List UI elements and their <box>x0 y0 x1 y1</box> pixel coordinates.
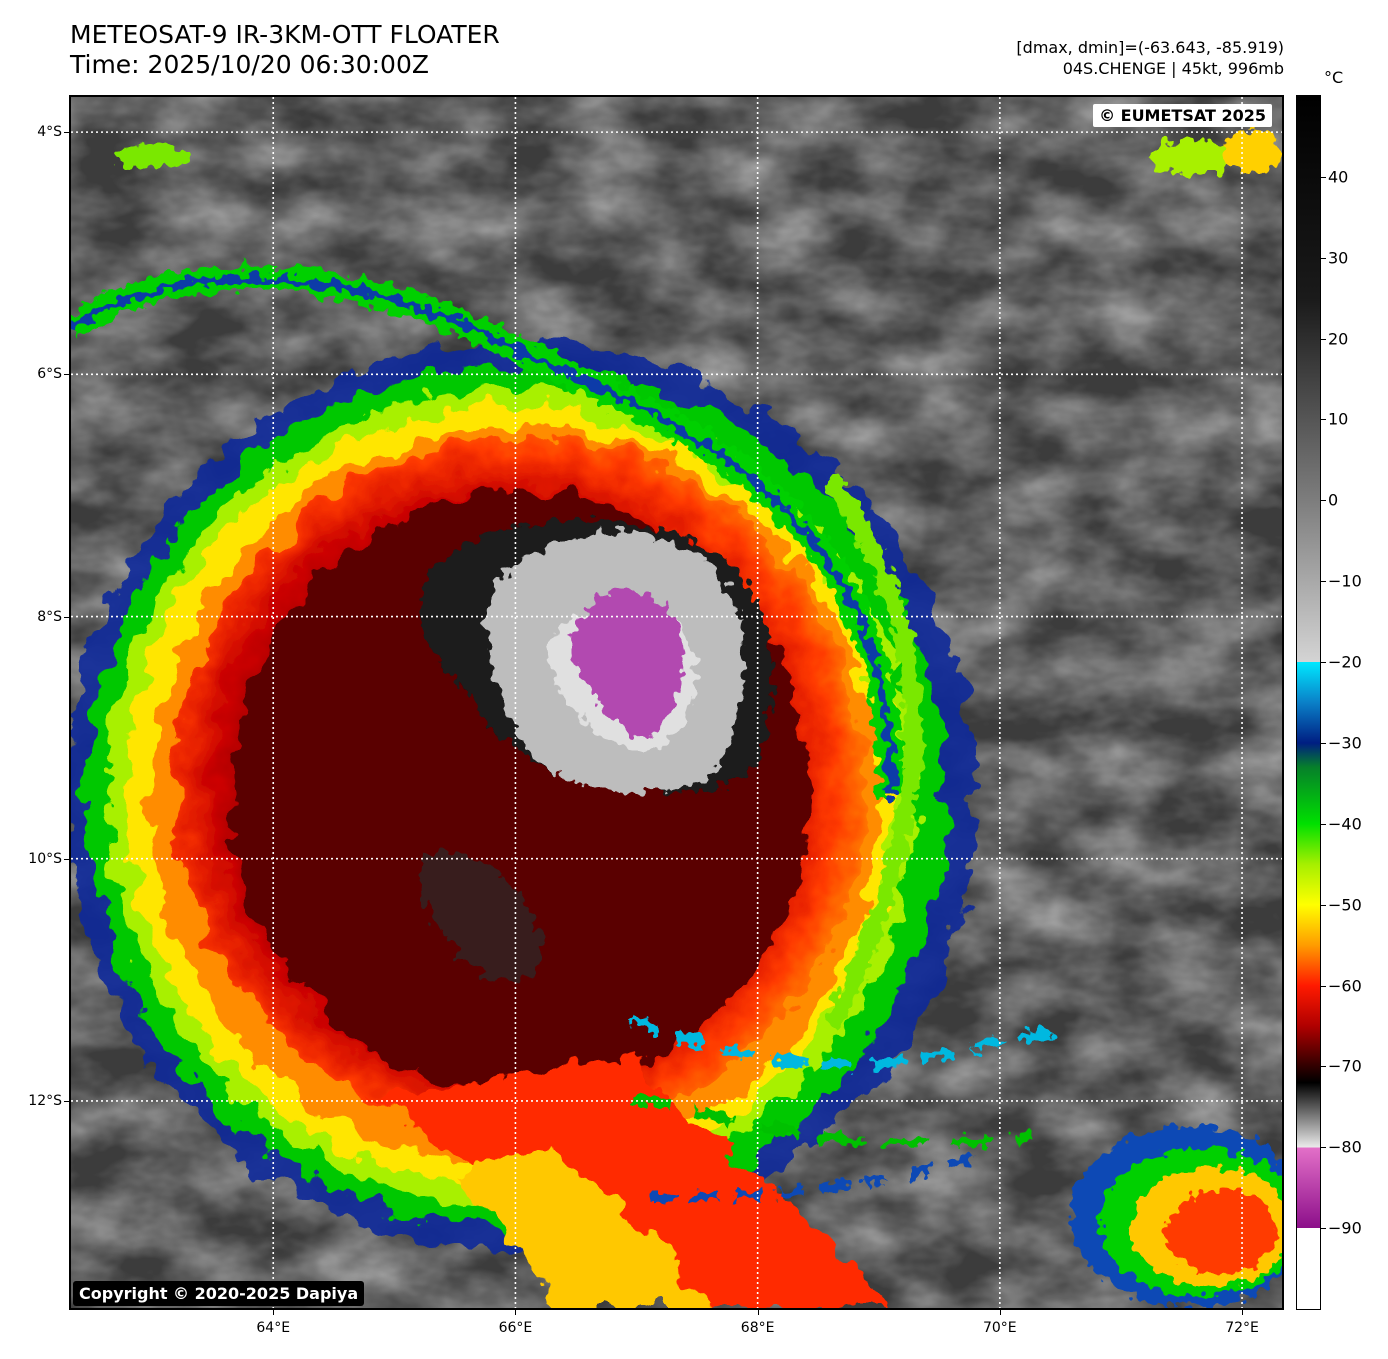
colorbar-tick-label: 10 <box>1328 409 1349 429</box>
colorbar-tick-label: −70 <box>1328 1056 1362 1076</box>
longitude-tick <box>273 1310 275 1315</box>
longitude-tick <box>1242 1310 1244 1315</box>
latitude-tick <box>64 374 69 376</box>
latitude-label: 10°S <box>28 850 62 867</box>
latitude-label: 8°S <box>37 608 62 625</box>
latitude-tick <box>64 858 69 860</box>
map-title: METEOSAT-9 IR-3KM-OTT FLOATER Time: 2025… <box>70 20 500 80</box>
outer-rainbands <box>71 265 1063 1202</box>
colorbar-tick-label: −50 <box>1328 895 1362 915</box>
storm-info: [dmax, dmin]=(-63.643, -85.919) 04S.CHEN… <box>1016 37 1284 79</box>
title-time: Time: 2025/10/20 06:30:00Z <box>70 50 429 79</box>
colorbar-unit: °C <box>1324 68 1344 87</box>
colorbar <box>1296 95 1321 1310</box>
central-dense-overcast <box>418 519 772 982</box>
satellite-map: © EUMETSAT 2025 Copyright © 2020-2025 Da… <box>69 95 1284 1310</box>
longitude-label: 72°E <box>1225 1320 1259 1336</box>
colorbar-tick-mark <box>1321 581 1326 583</box>
latitude-tick <box>64 132 69 134</box>
colorbar-tick-label: −80 <box>1328 1137 1362 1157</box>
colorbar-gradient <box>1297 96 1320 1309</box>
colorbar-tick-mark <box>1321 1147 1326 1149</box>
longitude-tick <box>757 1310 759 1315</box>
colorbar-tick-mark <box>1321 823 1326 825</box>
colorbar-tick-mark <box>1321 985 1326 987</box>
storm-name-intensity: 04S.CHENGE | 45kt, 996mb <box>1062 59 1284 78</box>
convective-cells <box>111 130 1282 1307</box>
longitude-label: 68°E <box>740 1320 775 1336</box>
colorbar-tick-label: −40 <box>1328 814 1362 834</box>
colorbar-tick-label: 30 <box>1328 248 1349 268</box>
colorbar-tick-label: −10 <box>1328 571 1362 591</box>
latitude-label: 12°S <box>28 1092 62 1109</box>
ir-imagery <box>71 97 1282 1308</box>
colorbar-tick-mark <box>1321 742 1326 744</box>
colorbar-tick-label: 40 <box>1328 167 1349 187</box>
stats-dmax-dmin: [dmax, dmin]=(-63.643, -85.919) <box>1016 38 1284 57</box>
dapiya-copyright-badge: Copyright © 2020-2025 Dapiya <box>73 1281 365 1306</box>
lat-lon-grid <box>71 97 1282 1308</box>
colorbar-tick-mark <box>1321 176 1326 178</box>
colorbar-tick-label: −30 <box>1328 733 1362 753</box>
longitude-label: 64°E <box>256 1320 291 1336</box>
colorbar-tick-mark <box>1321 500 1326 502</box>
colorbar-tick-label: 0 <box>1328 490 1339 510</box>
colorbar-tick-mark <box>1321 662 1326 664</box>
latitude-tick <box>64 1100 69 1102</box>
colorbar-tick-label: 20 <box>1328 329 1349 349</box>
colorbar-tick-label: −20 <box>1328 652 1362 672</box>
latitude-label: 6°S <box>37 366 62 383</box>
longitude-label: 70°E <box>982 1320 1017 1336</box>
colorbar-tick-mark <box>1321 1228 1326 1230</box>
longitude-tick <box>999 1310 1001 1315</box>
colorbar-tick-label: −90 <box>1328 1218 1362 1238</box>
colorbar-tick-mark <box>1321 904 1326 906</box>
colorbar-tick-mark <box>1321 419 1326 421</box>
longitude-tick <box>515 1310 517 1315</box>
title-satellite: METEOSAT-9 IR-3KM-OTT FLOATER <box>70 20 500 49</box>
latitude-tick <box>64 616 69 618</box>
colorbar-tick-label: −60 <box>1328 976 1362 996</box>
latitude-label: 4°S <box>37 124 62 141</box>
eumetsat-copyright-badge: © EUMETSAT 2025 <box>1093 104 1272 127</box>
colorbar-tick-mark <box>1321 257 1326 259</box>
colorbar-tick-mark <box>1321 1066 1326 1068</box>
longitude-label: 66°E <box>498 1320 533 1336</box>
colorbar-tick-mark <box>1321 338 1326 340</box>
